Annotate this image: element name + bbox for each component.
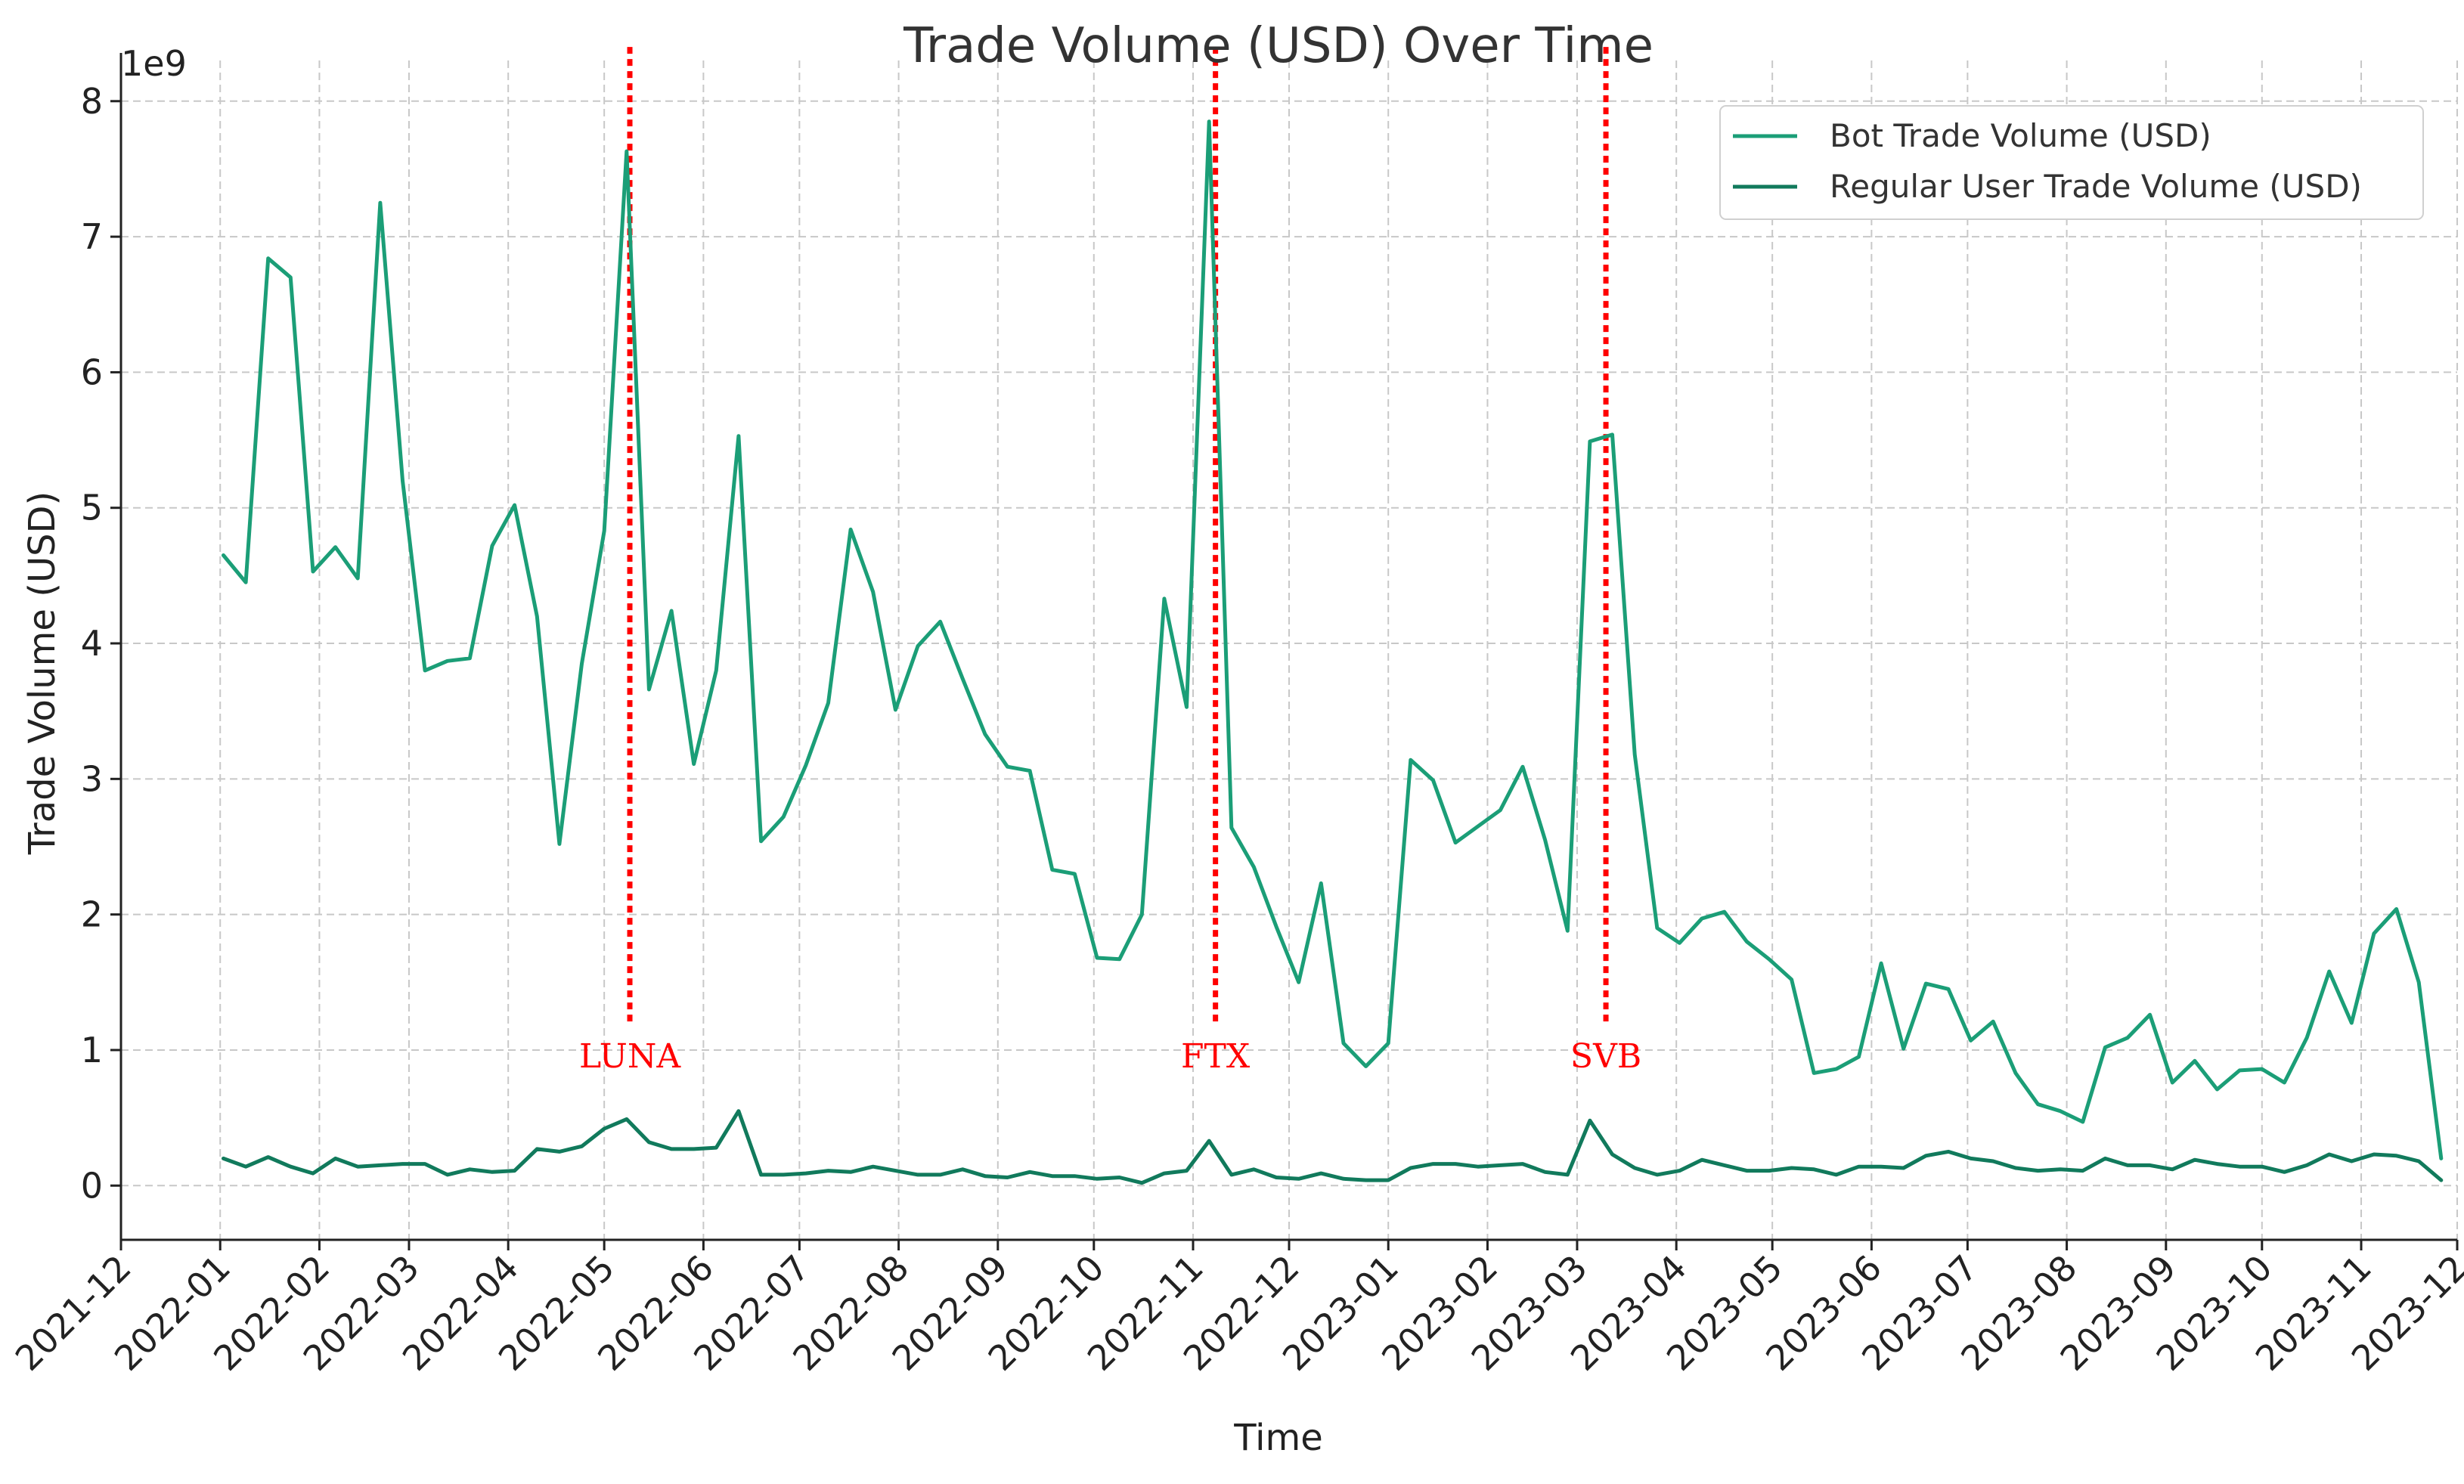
- y-tick-label: 8: [81, 81, 103, 122]
- series-line-regular-user: [222, 1109, 2444, 1185]
- event-label-ftx: FTX: [1181, 1037, 1251, 1076]
- grid-lines: [120, 60, 2458, 1240]
- y-tick-label: 0: [81, 1165, 103, 1206]
- legend-frame: [1719, 105, 2424, 220]
- y-tick-label: 1: [81, 1030, 103, 1070]
- event-markers: LUNA FTX SVB: [579, 47, 1641, 1076]
- y-tick-label: 5: [81, 488, 103, 528]
- chart-title: Trade Volume (USD) Over Time: [903, 18, 1654, 74]
- event-label-svb: SVB: [1570, 1037, 1641, 1076]
- legend: Bot Trade Volume (USD) Regular User Trad…: [1719, 105, 2424, 220]
- series-lines: [222, 119, 2444, 1185]
- y-tick-label: 6: [81, 352, 103, 392]
- series-line-bot: [222, 119, 2444, 1160]
- event-label-luna: LUNA: [579, 1037, 681, 1076]
- y-tick-label: 3: [81, 758, 103, 799]
- legend-label-regular-user: Regular User Trade Volume (USD): [1830, 168, 2362, 205]
- y-axis-label: Trade Volume (USD): [21, 491, 64, 855]
- y-tick-label: 4: [81, 623, 103, 664]
- y-tick-label: 2: [81, 894, 103, 935]
- y-tick-label: 7: [81, 216, 103, 257]
- y-axis-multiplier: 1e9: [121, 43, 187, 84]
- legend-label-bot: Bot Trade Volume (USD): [1830, 117, 2211, 154]
- x-axis-label: Time: [1233, 1417, 1322, 1459]
